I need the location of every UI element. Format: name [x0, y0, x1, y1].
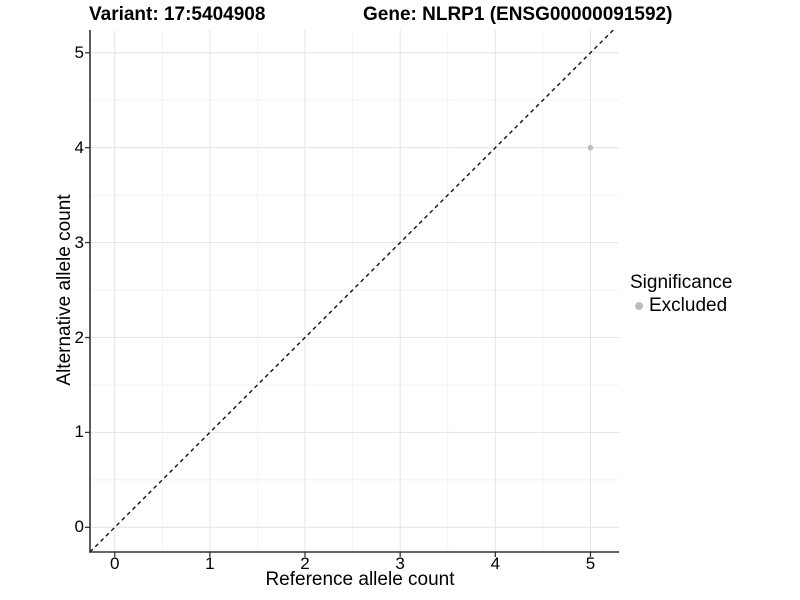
plot-title-gene: Gene: NLRP1 (ENSG00000091592) — [363, 4, 673, 25]
y-tick-label: 2 — [74, 327, 84, 347]
y-tick-label: 1 — [74, 422, 84, 442]
y-tick-label: 4 — [74, 137, 84, 157]
legend-item-excluded: Excluded — [635, 295, 732, 317]
x-tick-label: 5 — [585, 554, 596, 573]
legend-key-point-icon — [635, 302, 643, 310]
legend-item-label: Excluded — [649, 295, 728, 316]
x-tick-label: 4 — [490, 554, 501, 573]
y-tick-label: 0 — [74, 517, 84, 537]
x-axis-title: Reference allele count — [265, 569, 455, 590]
data-point — [587, 144, 594, 151]
y-tick-label: 3 — [74, 232, 84, 252]
legend: Significance Excluded — [628, 271, 732, 317]
legend-title: Significance — [630, 272, 733, 293]
plot-title-variant: Variant: 17:5404908 — [89, 4, 266, 25]
x-tick-label: 1 — [205, 554, 215, 573]
x-tick-label: 2 — [300, 554, 310, 573]
x-tick-label: 0 — [110, 554, 120, 573]
x-tick-label: 3 — [395, 554, 405, 573]
identity-dashed-line — [89, 29, 614, 553]
y-axis-title: Alternative allele count — [54, 194, 75, 386]
y-tick-label: 5 — [74, 42, 84, 62]
